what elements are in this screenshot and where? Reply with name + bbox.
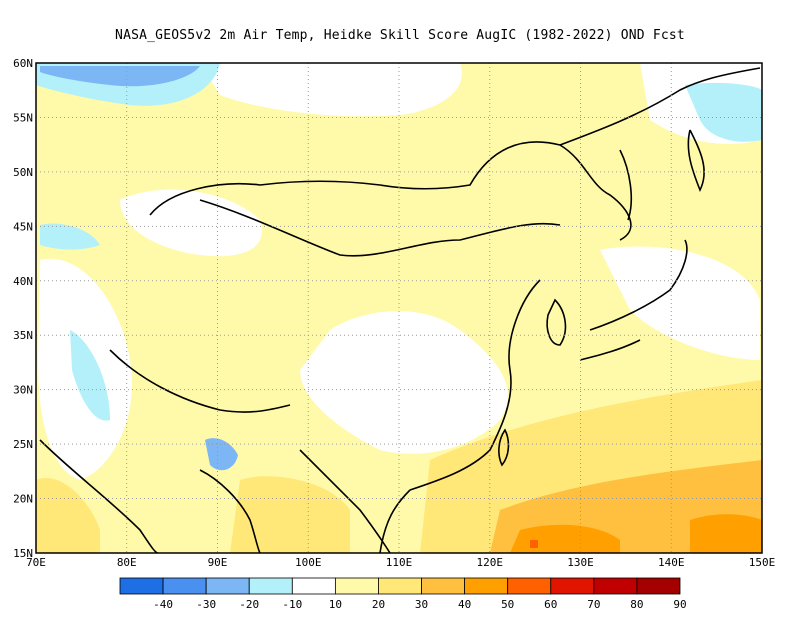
colorbar-label: -40 [153,598,173,611]
white-region-mongolia [120,189,262,257]
colorbar-label: -30 [196,598,216,611]
darker-blue-region-northwest [40,66,200,87]
colorbar-label: 10 [329,598,342,611]
lat-tick-label: 35N [13,329,33,342]
red-spot [530,540,538,548]
map-title: NASA_GEOS5v2 2m Air Temp, Heidke Skill S… [115,28,685,43]
graticule [36,63,762,553]
map-frame [35,62,763,554]
colorbar-swatch [291,577,336,595]
lon-tick-label: 150E [749,556,776,569]
indochina [299,449,411,553]
korea-peninsula [546,298,567,346]
lat-tick-label: 50N [13,166,33,179]
taiwan [498,428,510,467]
colorbar-swatch [421,577,466,595]
colorbar-label: 30 [415,598,428,611]
sakhalin [619,149,633,221]
colorbar-label: -20 [239,598,259,611]
kamchatka [687,129,705,192]
colorbar: -40 -30 -20 -10 10 20 30 40 50 60 70 80 90 [119,577,687,611]
colorbar-swatch [248,577,293,595]
lat-tick-label: 40N [13,275,33,288]
colorbar-label: 60 [544,598,557,611]
orange-region-southwest [36,478,100,553]
blue-region-bangladesh [205,438,238,471]
lat-tick-label: 15N [13,547,33,560]
colorbar-swatch [464,577,509,595]
mongolia-border [199,199,561,257]
lat-tick-label: 25N [13,438,33,451]
japan [579,239,688,361]
colorbar-swatch [507,577,552,595]
blue-region-pakistan [70,330,110,421]
china-east-coast [409,279,541,491]
colorbar-swatch [205,577,250,595]
china-north-border [149,141,632,241]
himalaya-border [109,349,291,413]
blue-region-kamchatka [685,82,762,142]
colorbar-label: 20 [372,598,385,611]
longitude-labels: 70E 80E 90E 100E 110E 120E 130E 140E 150E [26,556,775,569]
latitude-labels: 15N 20N 25N 30N 35N 40N 45N 50N 55N 60N [13,57,33,560]
colorbar-label: 40 [458,598,471,611]
lat-tick-label: 55N [13,111,33,124]
lon-tick-label: 130E [567,556,594,569]
colorbar-label: -10 [282,598,302,611]
lat-tick-label: 30N [13,384,33,397]
lon-tick-label: 100E [295,556,322,569]
orange-region-indochina [230,476,350,553]
white-region-tibet-china [300,311,508,454]
lon-tick-label: 120E [477,556,504,569]
lon-tick-label: 140E [658,556,685,569]
lat-tick-label: 45N [13,220,33,233]
colorbar-label: 70 [587,598,600,611]
colorbar-swatch [378,577,422,595]
colorbar-swatch [334,577,379,595]
lon-tick-label: 70E [26,556,46,569]
lon-tick-label: 80E [117,556,137,569]
deep-orange-spots [510,514,762,553]
colorbar-label: 80 [630,598,643,611]
white-region-north-coast [200,63,462,117]
colorbar-swatch [162,577,207,595]
white-region-east [600,246,760,360]
coastlines-and-borders [39,67,761,553]
colorbar-swatch [550,577,595,595]
colorbar-swatch [119,577,164,595]
blue-region-kazakh [40,223,100,250]
lon-tick-label: 110E [386,556,413,569]
colorbar-swatch [636,577,681,595]
lat-tick-label: 60N [13,57,33,70]
colorbar-label: 50 [501,598,514,611]
lon-tick-label: 90E [208,556,228,569]
colorbar-swatch [593,577,638,595]
colorbar-label: 90 [673,598,686,611]
india-coast [39,439,261,553]
okhotsk-coast [559,67,761,146]
lat-tick-label: 20N [13,493,33,506]
